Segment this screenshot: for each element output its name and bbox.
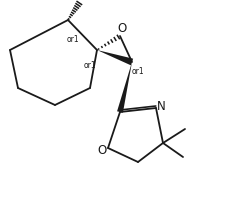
Polygon shape [117,62,131,113]
Text: O: O [117,22,126,36]
Text: or1: or1 [83,61,96,69]
Text: or1: or1 [66,36,79,45]
Text: N: N [156,100,165,114]
Polygon shape [97,50,133,65]
Text: or1: or1 [131,68,144,77]
Text: O: O [97,144,106,156]
